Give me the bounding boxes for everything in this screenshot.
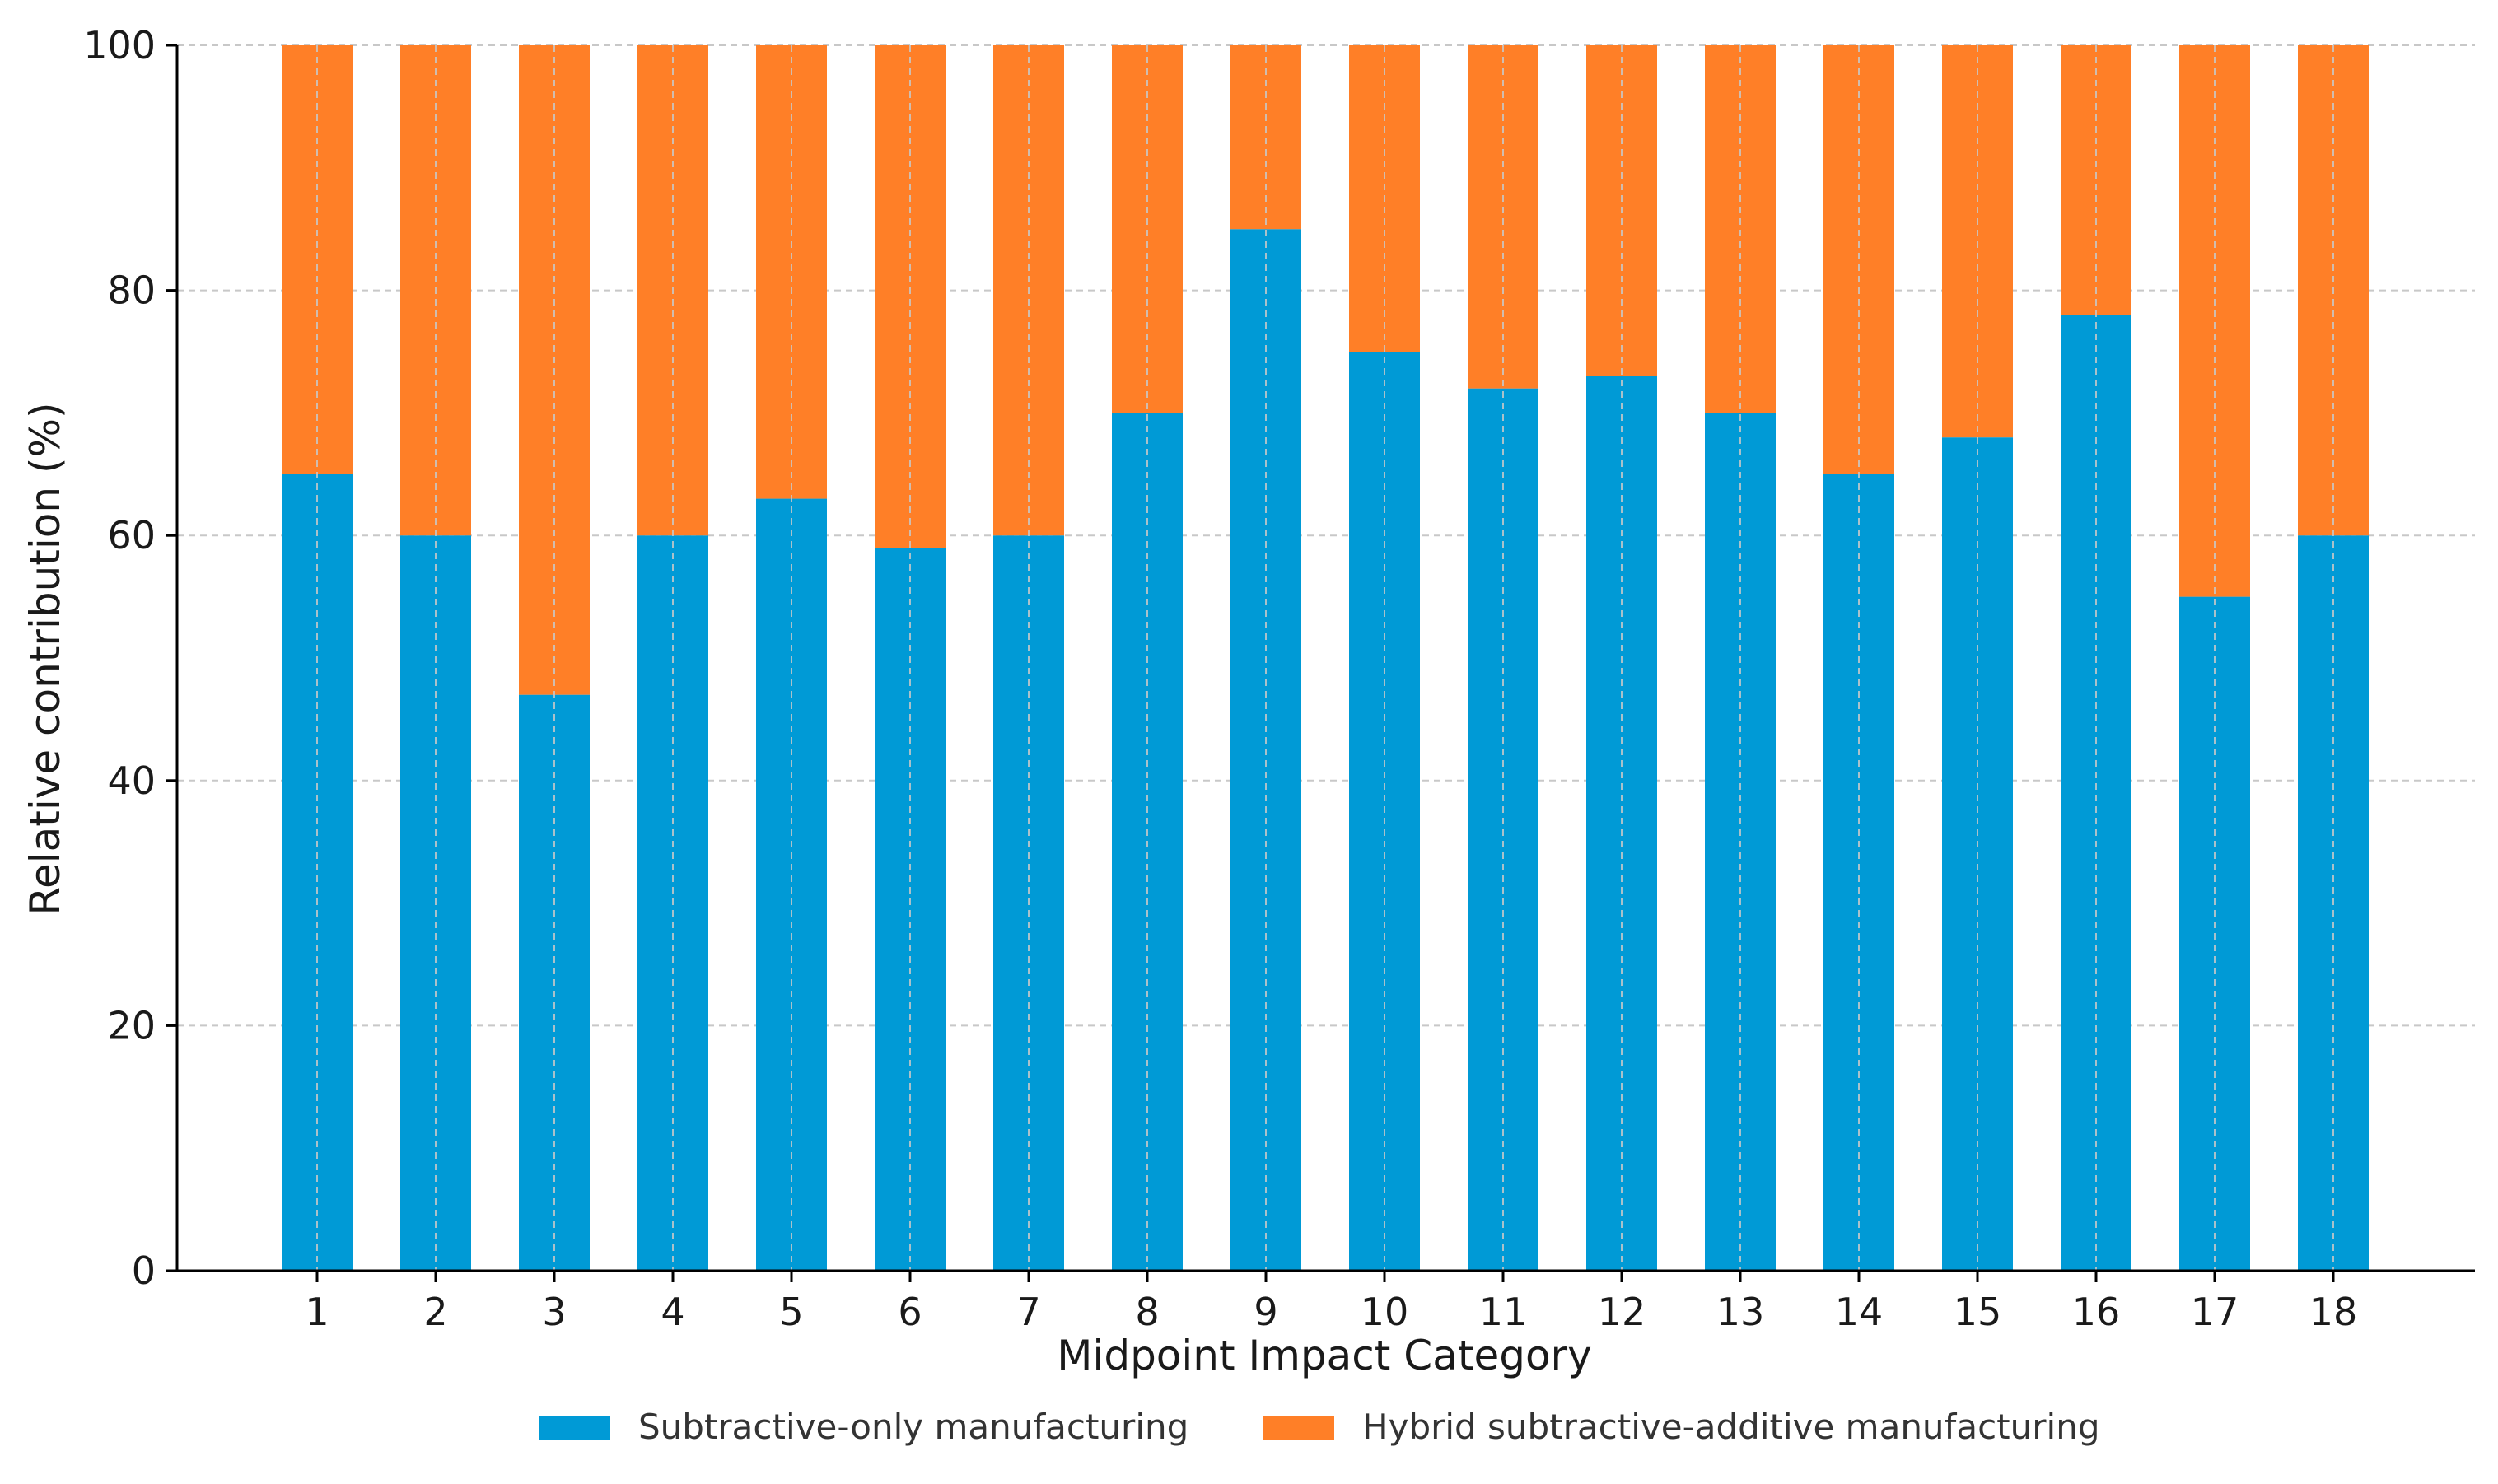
x-tick-label: 1 xyxy=(305,1290,329,1334)
x-tick-label: 13 xyxy=(1716,1290,1765,1334)
bar-hybrid-cat-1 xyxy=(282,45,353,474)
bar-hybrid-cat-17 xyxy=(2179,45,2250,597)
x-tick-label: 8 xyxy=(1135,1290,1159,1334)
bar-subtractive-cat-16 xyxy=(2061,315,2131,1271)
vertical-grid-lines xyxy=(316,45,2334,1271)
legend-swatch-subtractive xyxy=(539,1416,610,1440)
x-tick-label: 7 xyxy=(1016,1290,1040,1334)
x-tick-label: 18 xyxy=(2309,1290,2358,1334)
axes xyxy=(175,45,2475,1272)
x-tick-label: 5 xyxy=(779,1290,803,1334)
y-axis-title: Relative contribution (%) xyxy=(21,403,69,916)
x-tick-label: 14 xyxy=(1835,1290,1884,1334)
x-tick-label: 2 xyxy=(423,1290,447,1334)
y-tick-label: 40 xyxy=(107,758,156,803)
x-tick-label: 6 xyxy=(898,1290,922,1334)
legend-label-hybrid: Hybrid subtractive-additive manufacturin… xyxy=(1362,1407,2099,1447)
x-tick-label: 4 xyxy=(661,1290,684,1334)
bar-subtractive-cat-6 xyxy=(875,548,946,1271)
bars xyxy=(282,45,2369,1272)
x-tick-label: 3 xyxy=(542,1290,566,1334)
x-tick-label: 15 xyxy=(1954,1290,2002,1334)
legend: Subtractive-only manufacturing Hybrid sub… xyxy=(539,1407,2099,1447)
x-tick-label: 12 xyxy=(1598,1290,1646,1334)
bar-hybrid-cat-11 xyxy=(1468,45,1538,389)
legend-swatch-hybrid xyxy=(1263,1416,1334,1440)
x-tick-label: 16 xyxy=(2072,1290,2121,1334)
x-tick-label: 10 xyxy=(1361,1290,1409,1334)
bar-hybrid-cat-14 xyxy=(1823,45,1894,474)
x-tick-label: 17 xyxy=(2191,1290,2239,1334)
x-tick-label: 11 xyxy=(1479,1290,1528,1334)
x-axis-title: Midpoint Impact Category xyxy=(1057,1332,1591,1379)
legend-label-subtractive: Subtractive-only manufacturing xyxy=(638,1407,1188,1447)
y-tick-label: 80 xyxy=(107,268,156,313)
x-tick-label: 9 xyxy=(1254,1290,1277,1334)
y-tick-label: 60 xyxy=(107,513,156,558)
y-tick-label: 0 xyxy=(132,1248,156,1293)
bar-subtractive-cat-1 xyxy=(282,474,353,1271)
y-tick-label: 100 xyxy=(83,23,156,68)
bar-subtractive-cat-14 xyxy=(1823,474,1894,1271)
y-tick-label: 20 xyxy=(107,1003,156,1048)
